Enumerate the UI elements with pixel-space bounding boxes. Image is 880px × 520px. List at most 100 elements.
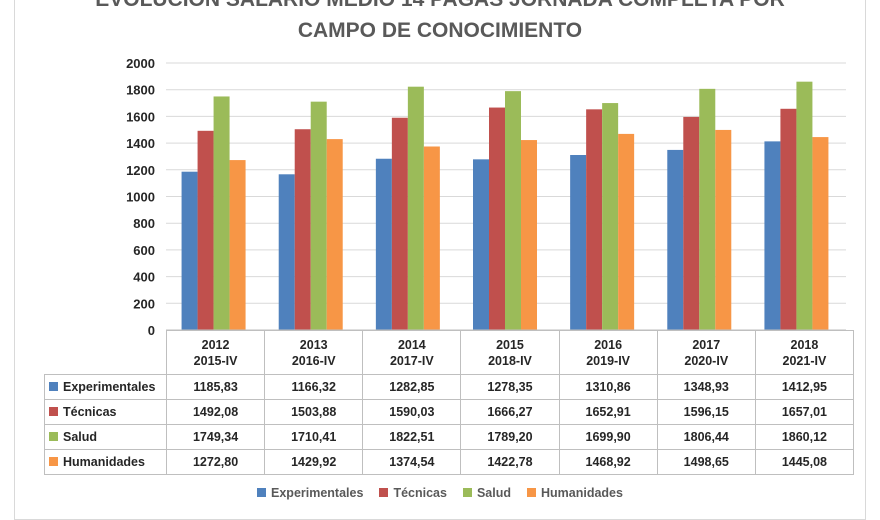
x-tick-period: 2016-IV — [291, 353, 336, 368]
bar-salud — [407, 86, 424, 330]
bar-tcnicas — [586, 109, 603, 330]
bar-humanidades — [812, 137, 829, 330]
bar-tcnicas — [197, 130, 214, 330]
legend-swatch — [379, 488, 389, 497]
y-tick-label: 1000 — [126, 190, 155, 205]
data-label: 1310,86 — [558, 374, 658, 400]
y-tick-label: 1200 — [126, 163, 155, 178]
data-label: 1166,32 — [264, 374, 364, 400]
data-label: 1272,80 — [165, 449, 266, 475]
x-tick-year: 2013 — [299, 337, 328, 352]
legend-label: Humanidades — [541, 486, 623, 500]
bar-humanidades — [229, 160, 246, 330]
x-tick-label: 2015 2018-IV — [460, 330, 560, 375]
series-name: Experimentales — [63, 380, 156, 394]
legend-entry: Técnicas — [379, 486, 447, 500]
bar-tcnicas — [683, 116, 700, 331]
legend-swatch — [527, 488, 536, 497]
series-name: Humanidades — [63, 455, 145, 469]
x-tick-label: 2013 2016-IV — [264, 330, 364, 375]
x-tick-period: 2017-IV — [389, 353, 434, 368]
bar-tcnicas — [489, 107, 505, 331]
x-tick-label: 2018 2021-IV — [754, 330, 854, 375]
table-row: Experimentales 1185,83 1166,32 1282,85 1278,… — [44, 374, 854, 400]
x-tick-period: 2015-IV — [193, 353, 238, 368]
x-tick-year: 2018 — [790, 337, 819, 352]
bar-salud — [796, 81, 813, 330]
y-tick-label: 800 — [133, 216, 155, 231]
bar-experimentales — [473, 159, 489, 330]
bar-humanidades — [521, 140, 537, 330]
bar-salud — [310, 101, 327, 330]
legend-swatch — [257, 488, 267, 497]
bar-humanidades — [715, 129, 732, 330]
data-label: 1412,95 — [754, 374, 854, 400]
y-tick-label: 400 — [133, 270, 155, 285]
bar-salud — [213, 96, 230, 331]
data-label: 1492,08 — [165, 399, 266, 425]
data-label: 1652,91 — [558, 399, 658, 425]
data-table: 2012 2015-IV 2013 2016-IV 2014 2017-IV 2015 201… — [44, 330, 854, 475]
data-label: 1185,83 — [165, 374, 266, 400]
data-label: 1374,54 — [362, 449, 462, 475]
series-name: Técnicas — [63, 405, 117, 419]
y-tick-label: 1800 — [126, 83, 155, 98]
bar-humanidades — [423, 146, 440, 330]
series-label: Humanidades — [44, 449, 167, 475]
data-label: 1348,93 — [656, 374, 756, 400]
data-label: 1445,08 — [754, 449, 854, 475]
legend-swatch — [49, 432, 58, 441]
bar-experimentales — [667, 149, 684, 330]
series-label: Experimentales — [44, 374, 167, 400]
x-tick-label: 2014 2017-IV — [362, 330, 462, 375]
data-label: 1429,92 — [264, 449, 364, 475]
x-tick-year: 2015 — [496, 337, 524, 352]
data-label: 1596,15 — [656, 399, 756, 425]
x-tick-period: 2019-IV — [586, 353, 631, 368]
bar-tcnicas — [294, 129, 311, 330]
series-name: Salud — [63, 430, 98, 444]
series-label: Salud — [44, 424, 167, 450]
data-label: 1860,12 — [754, 424, 854, 450]
data-label: 1822,51 — [362, 424, 462, 450]
data-label: 1710,41 — [264, 424, 364, 450]
legend-label: Salud — [476, 486, 511, 500]
table-row: Técnicas 1492,08 1503,88 1590,03 1666,27 1652… — [44, 399, 854, 425]
legend-entry: Experimentales — [257, 486, 363, 500]
x-tick-period: 2020-IV — [684, 353, 729, 368]
legend-swatch — [49, 407, 58, 416]
data-label: 1749,34 — [165, 424, 266, 450]
bar-experimentales — [278, 174, 295, 330]
bar-experimentales — [570, 155, 587, 330]
x-tick-label: 2016 2019-IV — [558, 330, 658, 375]
legend-entry: Humanidades — [527, 486, 623, 500]
y-tick-label: 2000 — [126, 56, 155, 71]
bar-experimentales — [181, 171, 198, 330]
x-tick-year: 2014 — [397, 337, 426, 352]
legend-entry: Salud — [462, 486, 511, 500]
bar-salud — [602, 103, 619, 330]
bar-tcnicas — [391, 117, 408, 331]
y-tick-label: 600 — [133, 243, 155, 258]
data-label: 1422,78 — [460, 449, 560, 475]
chart-title-line2: CAMPO DE CONOCIMIENTO — [297, 19, 583, 42]
data-label: 1666,27 — [460, 399, 560, 425]
legend-swatch — [462, 488, 472, 497]
data-label: 1278,35 — [460, 374, 560, 400]
bar-tcnicas — [780, 108, 797, 331]
data-label: 1282,85 — [362, 374, 462, 400]
data-label: 1657,01 — [754, 399, 854, 425]
table-row: Humanidades 1272,80 1429,92 1374,54 1422,78 1… — [44, 449, 854, 475]
legend-label: Experimentales — [271, 486, 364, 500]
y-tick-label: 1600 — [126, 109, 155, 124]
x-tick-year: 2017 — [692, 337, 721, 352]
y-tick-label: 200 — [133, 296, 155, 311]
data-label: 1699,90 — [558, 424, 658, 450]
legend-label: Técnicas — [393, 486, 447, 500]
x-tick-period: 2021-IV — [782, 353, 827, 368]
data-label: 1468,92 — [558, 449, 658, 475]
x-tick-label: 2017 2020-IV — [656, 330, 756, 375]
x-tick-year: 2016 — [594, 337, 623, 352]
bar-humanidades — [326, 139, 343, 330]
